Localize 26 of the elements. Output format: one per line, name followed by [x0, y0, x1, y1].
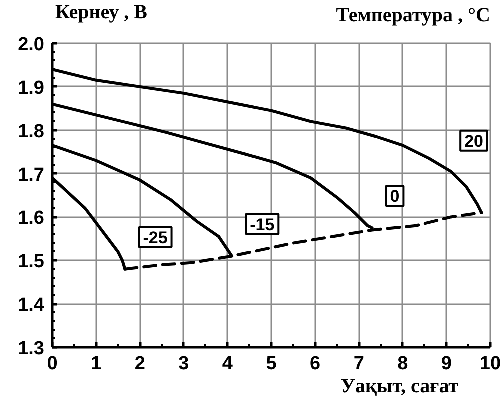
y-tick-label: 1.9: [18, 78, 45, 99]
x-tick-label: 2: [134, 354, 146, 374]
x-tick-label: 10: [480, 354, 502, 374]
series-label: -15: [250, 215, 275, 234]
series-label: -25: [143, 228, 168, 248]
y-axis-title: Кернеу , В: [56, 2, 148, 24]
x-tick-label: 5: [266, 354, 278, 374]
x-tick-label: 9: [441, 354, 452, 374]
x-tick-label: 1: [91, 354, 102, 374]
legend-title: Температура , °C: [336, 4, 491, 26]
x-tick-label: 7: [354, 354, 364, 374]
x-tick-label: 4: [222, 354, 234, 374]
series-label: 0: [390, 187, 400, 206]
x-axis-title: Уақыт, сағат: [340, 376, 459, 398]
y-tick-label: 1.6: [18, 208, 45, 230]
y-tick-label: 2.0: [18, 34, 45, 56]
series-label: 20: [464, 132, 484, 151]
x-tick-label: 0: [47, 354, 58, 374]
y-tick-label: 1.3: [18, 338, 45, 360]
y-tick-label: 1.4: [18, 295, 45, 316]
y-tick-label: 1.7: [18, 164, 45, 186]
x-tick-label: 6: [310, 354, 321, 374]
y-tick-label: 1.5: [18, 252, 45, 273]
x-tick-label: 8: [398, 354, 408, 374]
x-tick-label: 3: [178, 354, 190, 374]
y-tick-label: 1.8: [18, 121, 45, 142]
